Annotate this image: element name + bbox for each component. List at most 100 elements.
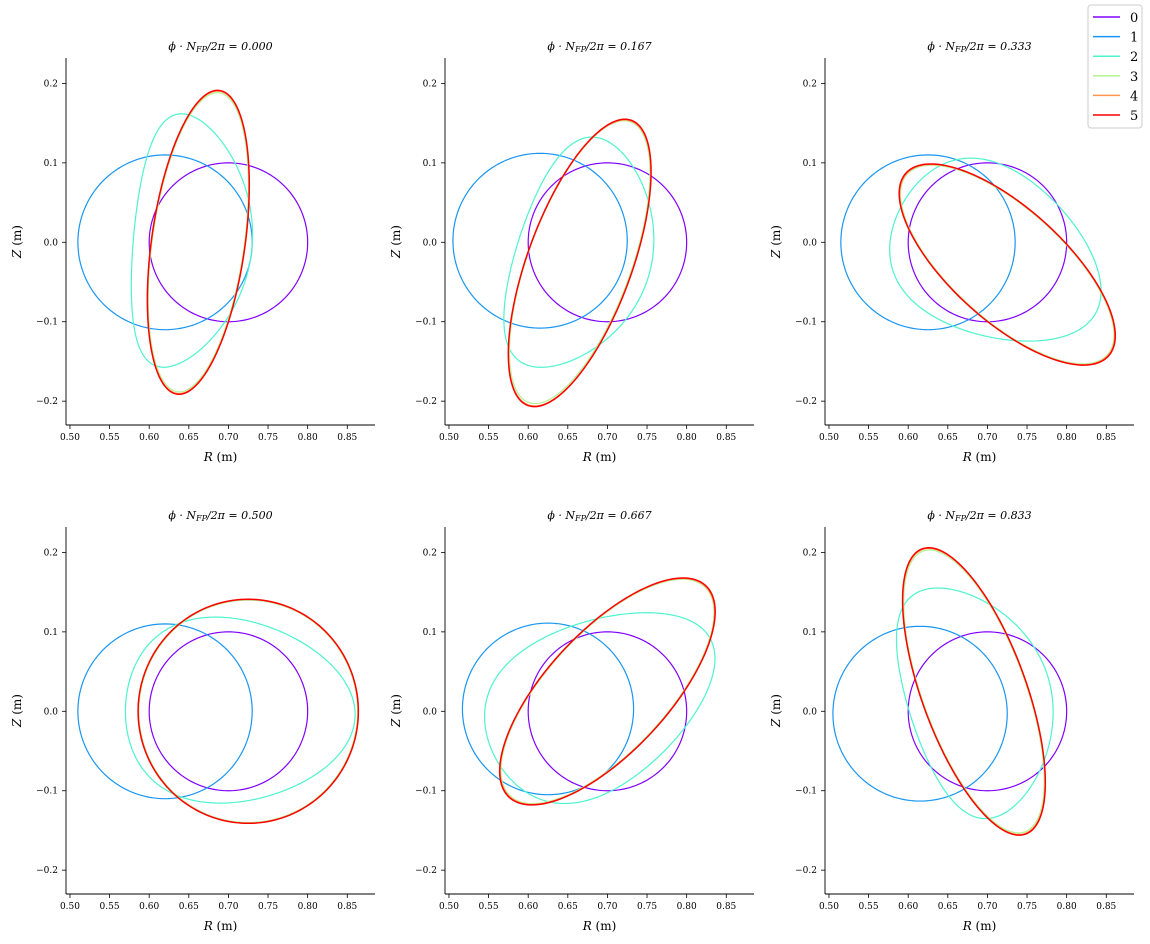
x-tick-label: 0.75	[1017, 902, 1037, 912]
curve-group	[840, 154, 1117, 366]
x-tick-label: 0.75	[637, 902, 657, 912]
y-tick-label: −0.2	[415, 866, 437, 876]
y-axis-label: Z (m)	[10, 694, 24, 728]
x-tick-label: 0.80	[677, 902, 697, 912]
y-tick-label: −0.1	[36, 787, 58, 797]
curve-group	[77, 598, 360, 825]
surface-curve-5	[146, 89, 251, 396]
surface-curve-1	[452, 152, 628, 329]
surface-curve-1	[77, 154, 253, 331]
x-tick-label: 0.55	[859, 902, 879, 912]
curve-group	[452, 118, 688, 408]
x-axis-label: R (m)	[203, 450, 238, 464]
surface-curve-0	[527, 631, 688, 792]
y-tick-label: 0.1	[423, 159, 437, 169]
subplot-4: ϕ · NFP/2π = 0.667 0.50 0.55 0.60 0.65 0.70 0.…	[389, 509, 754, 933]
legend-label-5: 5	[1130, 109, 1138, 124]
x-tick-label: 0.50	[819, 902, 839, 912]
legend: 0 1 2 3 4 5	[1087, 4, 1143, 129]
surface-curve-1	[840, 154, 1016, 331]
subplot-title: ϕ · NFP/2π = 0.333	[927, 40, 1031, 54]
surface-curve-2	[130, 113, 254, 368]
surface-curve-3	[903, 549, 1045, 834]
surface-curve-5	[498, 577, 716, 806]
y-tick-label: 0.2	[423, 79, 437, 89]
x-tick-label: 0.60	[139, 433, 159, 443]
x-tick-label: 0.80	[1057, 433, 1077, 443]
surface-curve-5	[901, 546, 1047, 836]
legend-label-1: 1	[1130, 31, 1138, 46]
y-tick-label: 0.0	[803, 238, 818, 248]
x-tick-label: 0.80	[1057, 902, 1077, 912]
x-tick-label: 0.55	[100, 902, 120, 912]
x-tick-label: 0.85	[337, 433, 357, 443]
x-tick-label: 0.65	[179, 433, 199, 443]
y-tick-label: 0.2	[423, 548, 437, 558]
x-tick-label: 0.50	[60, 902, 80, 912]
y-tick-label: 0.0	[423, 707, 438, 717]
x-tick-label: 0.85	[1096, 433, 1116, 443]
x-axis-label: R (m)	[582, 450, 617, 464]
x-tick-label: 0.75	[1017, 433, 1037, 443]
x-tick-label: 0.60	[898, 902, 918, 912]
x-tick-label: 0.80	[677, 433, 697, 443]
subplot-title: ϕ · NFP/2π = 0.500	[168, 509, 272, 523]
x-tick-label: 0.85	[716, 433, 736, 443]
legend-label-0: 0	[1130, 11, 1138, 26]
surface-curve-5	[507, 118, 652, 408]
surface-curve-3	[899, 164, 1115, 365]
x-tick-label: 0.55	[479, 902, 499, 912]
subplot-grid: ϕ · NFP/2π = 0.000 0.50 0.55 0.60 0.65 0.70 0.…	[10, 40, 1134, 933]
surface-curve-0	[907, 162, 1068, 323]
y-tick-label: 0.2	[44, 79, 58, 89]
legend-frame	[1087, 4, 1143, 129]
legend-label-4: 4	[1130, 89, 1138, 104]
x-tick-label: 0.60	[518, 902, 538, 912]
x-tick-label: 0.55	[100, 433, 120, 443]
x-tick-label: 0.65	[938, 902, 958, 912]
surface-curve-1	[77, 623, 253, 800]
x-tick-label: 0.60	[139, 902, 159, 912]
x-tick-label: 0.70	[597, 902, 617, 912]
subplot-title: ϕ · NFP/2π = 0.833	[927, 509, 1031, 523]
y-tick-label: 0.0	[44, 707, 59, 717]
surface-curve-0	[148, 631, 309, 792]
x-tick-label: 0.85	[716, 902, 736, 912]
x-axis-label: R (m)	[203, 919, 238, 933]
x-tick-label: 0.80	[298, 902, 318, 912]
y-axis-label: Z (m)	[10, 225, 24, 259]
subplot-title: ϕ · NFP/2π = 0.667	[547, 509, 651, 523]
x-tick-label: 0.75	[258, 902, 278, 912]
subplot-title: ϕ · NFP/2π = 0.167	[547, 40, 651, 54]
y-tick-label: 0.0	[423, 238, 438, 248]
y-axis-label: Z (m)	[389, 694, 403, 728]
surface-curve-2	[895, 587, 1054, 820]
curve-group	[77, 89, 309, 396]
x-axis-label: R (m)	[962, 919, 997, 933]
y-tick-label: 0.2	[44, 548, 58, 558]
y-tick-label: −0.2	[36, 866, 58, 876]
subplot-title: ϕ · NFP/2π = 0.000	[168, 40, 272, 54]
x-tick-label: 0.60	[518, 433, 538, 443]
y-tick-label: −0.1	[36, 318, 58, 328]
y-tick-label: 0.1	[803, 628, 817, 638]
x-tick-label: 0.70	[977, 902, 997, 912]
y-tick-label: 0.2	[803, 548, 817, 558]
x-tick-label: 0.50	[60, 433, 80, 443]
x-tick-label: 0.75	[258, 433, 278, 443]
y-tick-label: −0.1	[415, 318, 437, 328]
x-tick-label: 0.70	[218, 433, 238, 443]
x-tick-label: 0.65	[558, 433, 578, 443]
surface-curve-0	[148, 162, 309, 323]
surface-curve-0	[527, 162, 688, 323]
y-tick-label: 0.1	[44, 628, 58, 638]
y-tick-label: 0.1	[423, 628, 437, 638]
x-tick-label: 0.65	[179, 902, 199, 912]
subplot-2: ϕ · NFP/2π = 0.333 0.50 0.55 0.60 0.65 0.70 0.…	[769, 40, 1134, 464]
x-tick-label: 0.85	[337, 902, 357, 912]
x-tick-label: 0.55	[859, 433, 879, 443]
x-tick-label: 0.65	[558, 902, 578, 912]
x-tick-label: 0.65	[938, 433, 958, 443]
curve-group	[461, 577, 716, 806]
y-tick-label: −0.1	[415, 787, 437, 797]
